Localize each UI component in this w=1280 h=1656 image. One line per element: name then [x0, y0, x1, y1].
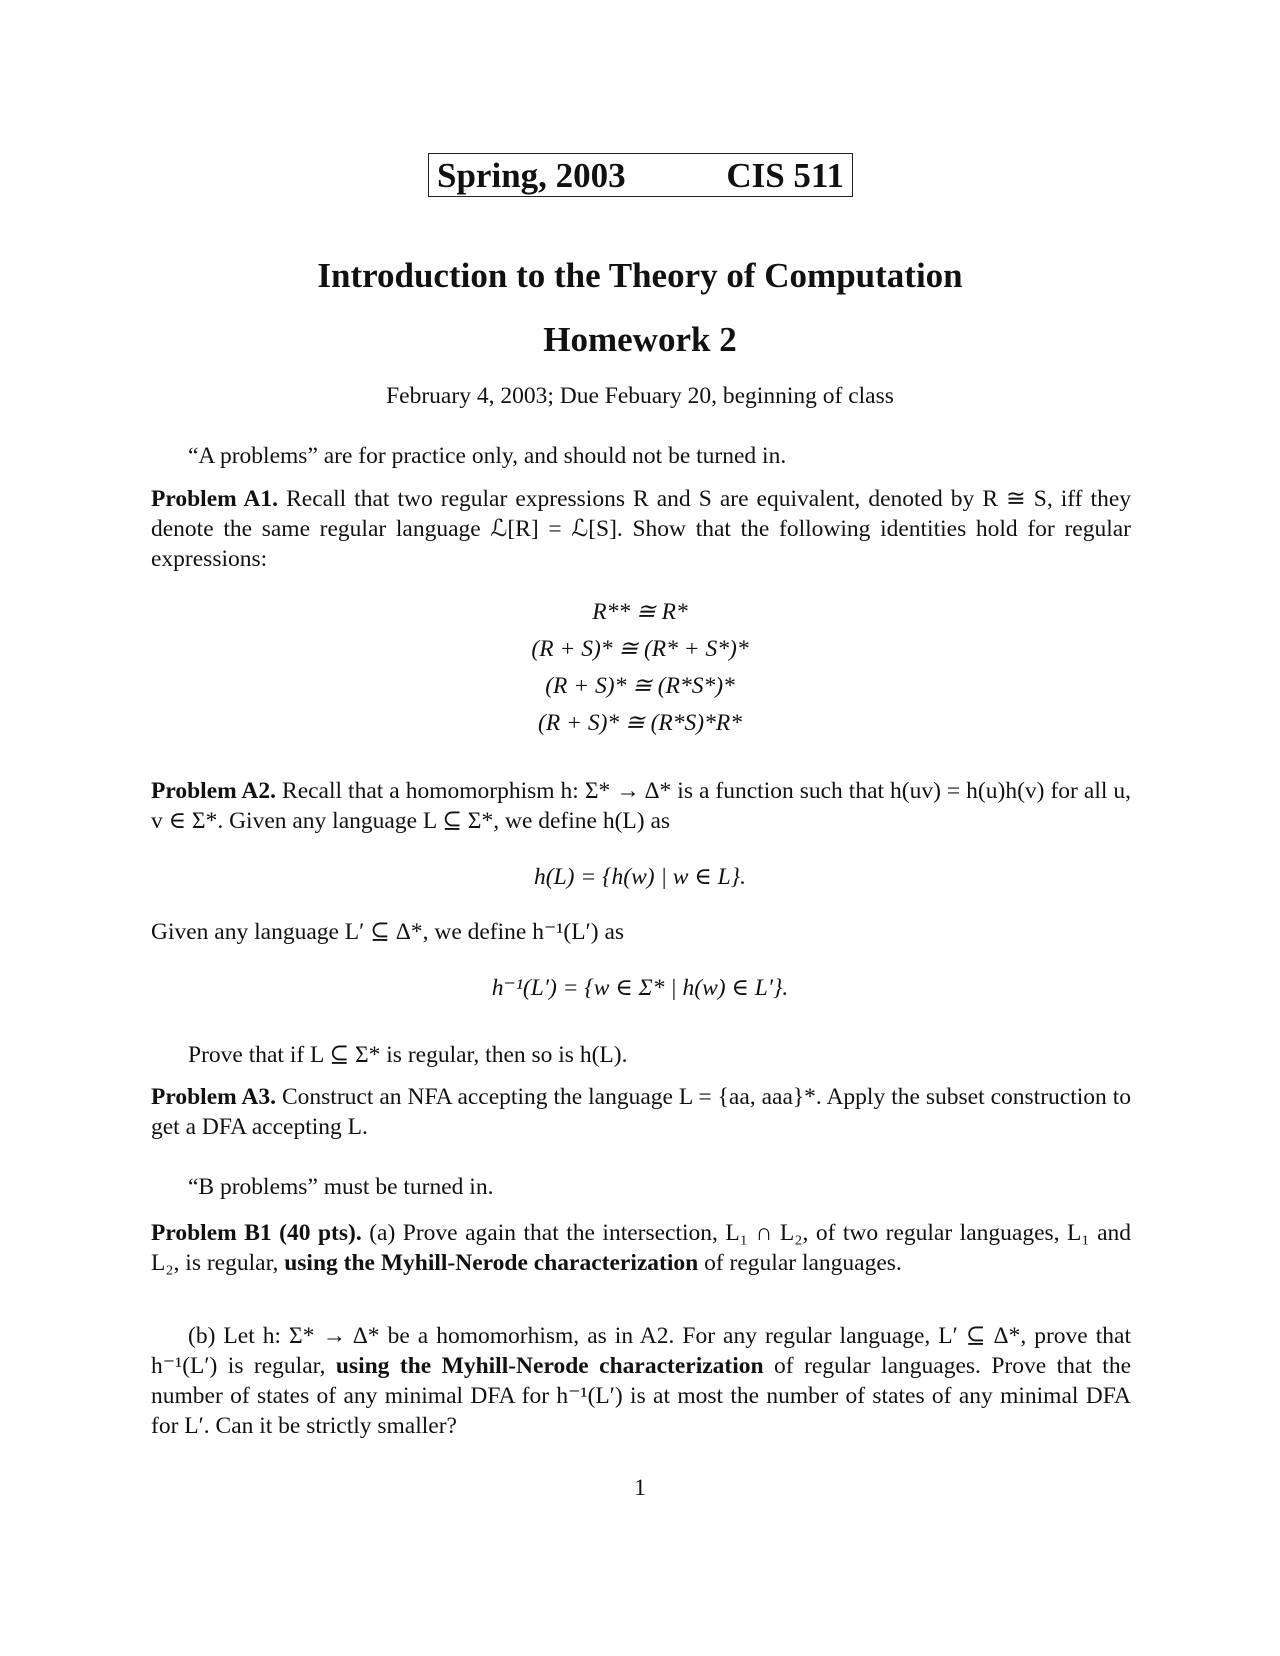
document-title: Introduction to the Theory of Computatio…	[317, 256, 963, 295]
document-subtitle: Homework 2	[543, 320, 737, 359]
problem-a1: Problem A1. Recall that two regular expr…	[151, 484, 1131, 574]
equation-h-inverse: h⁻¹(L′) = {w ∈ Σ* | h(w) ∈ L′}.	[491, 975, 789, 1001]
course-code: CIS 511	[726, 156, 844, 195]
problem-b1-a-text: (a) Prove again that the intersection, L…	[151, 1220, 1131, 1276]
problem-a3: Problem A3. Construct an NFA accepting t…	[151, 1082, 1131, 1142]
date-line: February 4, 2003; Due Febuary 20, beginn…	[386, 383, 894, 409]
term: Spring, 2003	[437, 156, 626, 195]
equation: R** ≅ R*	[592, 599, 688, 625]
a-problems-intro: “A problems” are for practice only, and …	[188, 443, 787, 469]
equation-h-of-L: h(L) = {h(w) | w ∈ L}.	[534, 864, 746, 890]
problem-b1-label: Problem B1 (40 pts).	[151, 1220, 362, 1246]
problem-a2-text2: Given any language L′ ⊆ Δ*, we define h⁻…	[151, 919, 625, 945]
page-number: 1	[634, 1475, 646, 1501]
b-problems-intro: “B problems” must be turned in.	[188, 1174, 494, 1200]
problem-a2-label: Problem A2.	[151, 778, 277, 804]
emphasis-myhill-nerode: using the Myhill-Nerode characterization	[284, 1250, 699, 1276]
problem-b1-b: (b) Let h: Σ* → Δ* be a homomorhism, as …	[151, 1321, 1131, 1441]
problem-a3-label: Problem A3.	[151, 1084, 276, 1110]
equation: (R + S)* ≅ (R*S)*R*	[538, 710, 742, 736]
course-header-box: Spring, 2003 CIS 511	[428, 153, 853, 197]
problem-a1-label: Problem A1.	[151, 486, 279, 512]
problem-b1-a: Problem B1 (40 pts). (a) Prove again tha…	[151, 1218, 1131, 1278]
problem-b1-b-text: (b) Let h: Σ* → Δ* be a homomorhism, as …	[151, 1323, 1131, 1379]
problem-a1-text: Recall that two regular expressions R an…	[151, 486, 1132, 572]
problem-a2-text: Recall that a homomorphism h: Σ* → Δ* is…	[151, 778, 1131, 834]
problem-b1-a-text-end: of regular languages.	[704, 1250, 902, 1276]
problem-a2: Problem A2. Recall that a homomorphism h…	[151, 776, 1131, 836]
equation: (R + S)* ≅ (R* + S*)*	[531, 636, 749, 662]
problem-b1-b-text-end: of regular languages. Prove that the num…	[151, 1353, 1132, 1439]
problem-a2-text3: Prove that if L ⊆ Σ* is regular, then so…	[188, 1042, 628, 1068]
problem-a3-text: Construct an NFA accepting the language …	[151, 1084, 1132, 1140]
equation: (R + S)* ≅ (R*S*)*	[545, 673, 735, 699]
a1-equations: R** ≅ R* (R + S)* ≅ (R* + S*)* (R + S)* …	[0, 594, 1280, 742]
emphasis-myhill-nerode: using the Myhill-Nerode characterization	[335, 1353, 764, 1379]
